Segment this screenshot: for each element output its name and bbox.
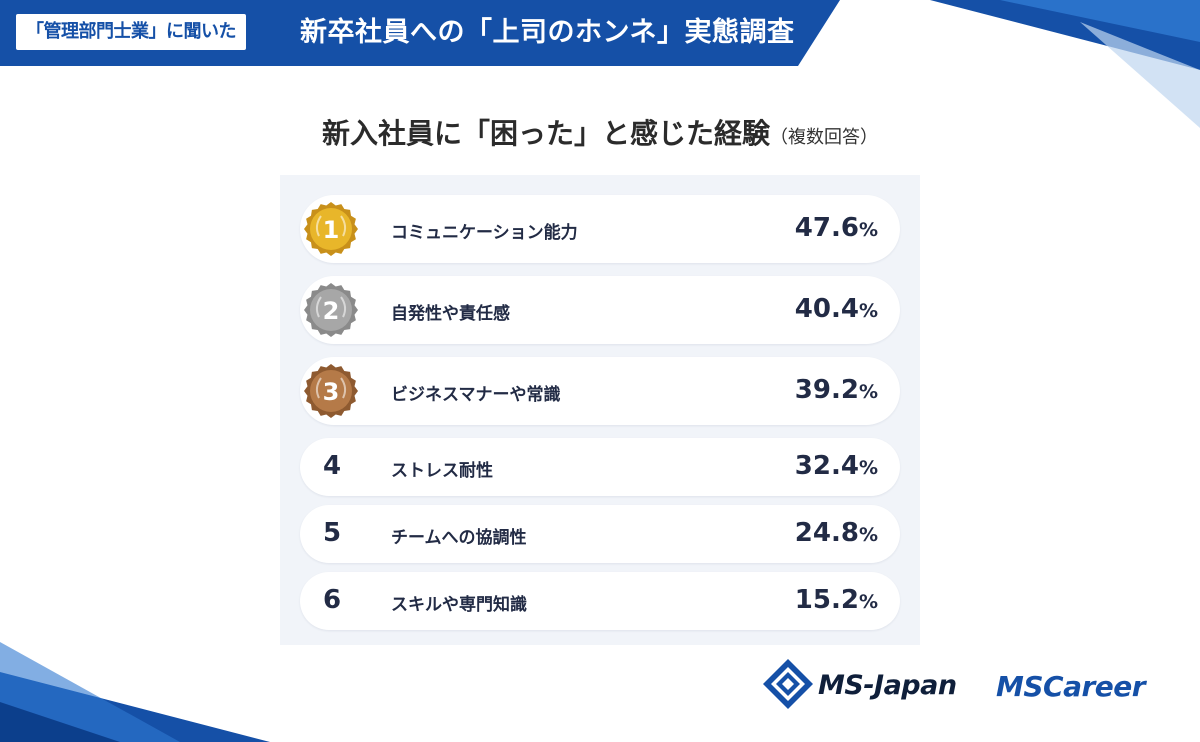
- row-value-unit: %: [858, 381, 878, 403]
- row-value-unit: %: [858, 457, 878, 479]
- survey-title: 新卒社員への「上司のホンネ」実態調査: [300, 17, 795, 48]
- row-value: 24.8%: [795, 518, 878, 548]
- row-value-number: 47.6: [794, 213, 859, 243]
- row-label: 自発性や責任感: [391, 304, 510, 324]
- ranking-row: 4 ストレス耐性 32.4%: [300, 438, 900, 496]
- row-label: スキルや専門知識: [391, 595, 527, 615]
- row-value-number: 24.8: [794, 518, 859, 548]
- top-decoration: [930, 0, 1200, 128]
- chart-title-main: 新入社員に「困った」と感じた経験: [321, 117, 770, 150]
- ms-japan-logo: MS-Japan: [818, 670, 957, 701]
- row-value-unit: %: [858, 300, 878, 322]
- row-value: 39.2%: [795, 375, 878, 405]
- row-value-unit: %: [858, 219, 878, 241]
- row-label: ビジネスマナーや常識: [391, 385, 561, 405]
- row-value-number: 39.2: [794, 375, 859, 405]
- row-value: 32.4%: [795, 451, 878, 481]
- bottom-decoration: [0, 642, 270, 742]
- row-value-unit: %: [858, 524, 878, 546]
- svg-text:1: 1: [323, 216, 340, 244]
- laurel-medal-icon: 3: [304, 364, 358, 418]
- logo-area: MS-Japan MSCareer: [758, 652, 1178, 732]
- ranking-row: 6 スキルや専門知識 15.2%: [300, 572, 900, 630]
- svg-text:3: 3: [323, 378, 340, 406]
- rank-number: 6: [322, 585, 342, 615]
- row-value-number: 32.4: [794, 451, 859, 481]
- ranking-row: 2 自発性や責任感 40.4%: [300, 276, 900, 344]
- row-value-number: 15.2: [794, 585, 859, 615]
- rank-number: 4: [322, 451, 342, 481]
- header-banner: 「管理部門士業」に聞いた 新卒社員への「上司のホンネ」実態調査: [0, 0, 840, 66]
- row-value: 15.2%: [795, 585, 878, 615]
- ranking-row: 1 コミュニケーション能力 47.6%: [300, 195, 900, 263]
- laurel-medal-icon: 2: [304, 283, 358, 337]
- ranking-row: 3 ビジネスマナーや常識 39.2%: [300, 357, 900, 425]
- ms-career-logo: MSCareer: [996, 670, 1146, 703]
- row-value-number: 40.4: [794, 294, 859, 324]
- survey-tag: 「管理部門士業」に聞いた: [16, 14, 246, 50]
- row-label: チームへの協調性: [391, 528, 527, 548]
- ranking-panel: 1 コミュニケーション能力 47.6% 2 自発性や責任感 40.4% 3 ビジネスマナーや常…: [280, 175, 920, 645]
- svg-text:2: 2: [323, 297, 340, 325]
- row-value: 47.6%: [795, 213, 878, 243]
- chart-title: 新入社員に「困った」と感じた経験（複数回答）: [0, 112, 1200, 152]
- row-label: ストレス耐性: [391, 461, 493, 481]
- row-label: コミュニケーション能力: [391, 223, 578, 243]
- ms-japan-diamond-icon: [763, 659, 813, 709]
- rank-number: 5: [322, 518, 342, 548]
- ranking-row: 5 チームへの協調性 24.8%: [300, 505, 900, 563]
- chart-title-sub: （複数回答）: [770, 127, 878, 148]
- laurel-medal-icon: 1: [304, 202, 358, 256]
- row-value: 40.4%: [795, 294, 878, 324]
- row-value-unit: %: [858, 591, 878, 613]
